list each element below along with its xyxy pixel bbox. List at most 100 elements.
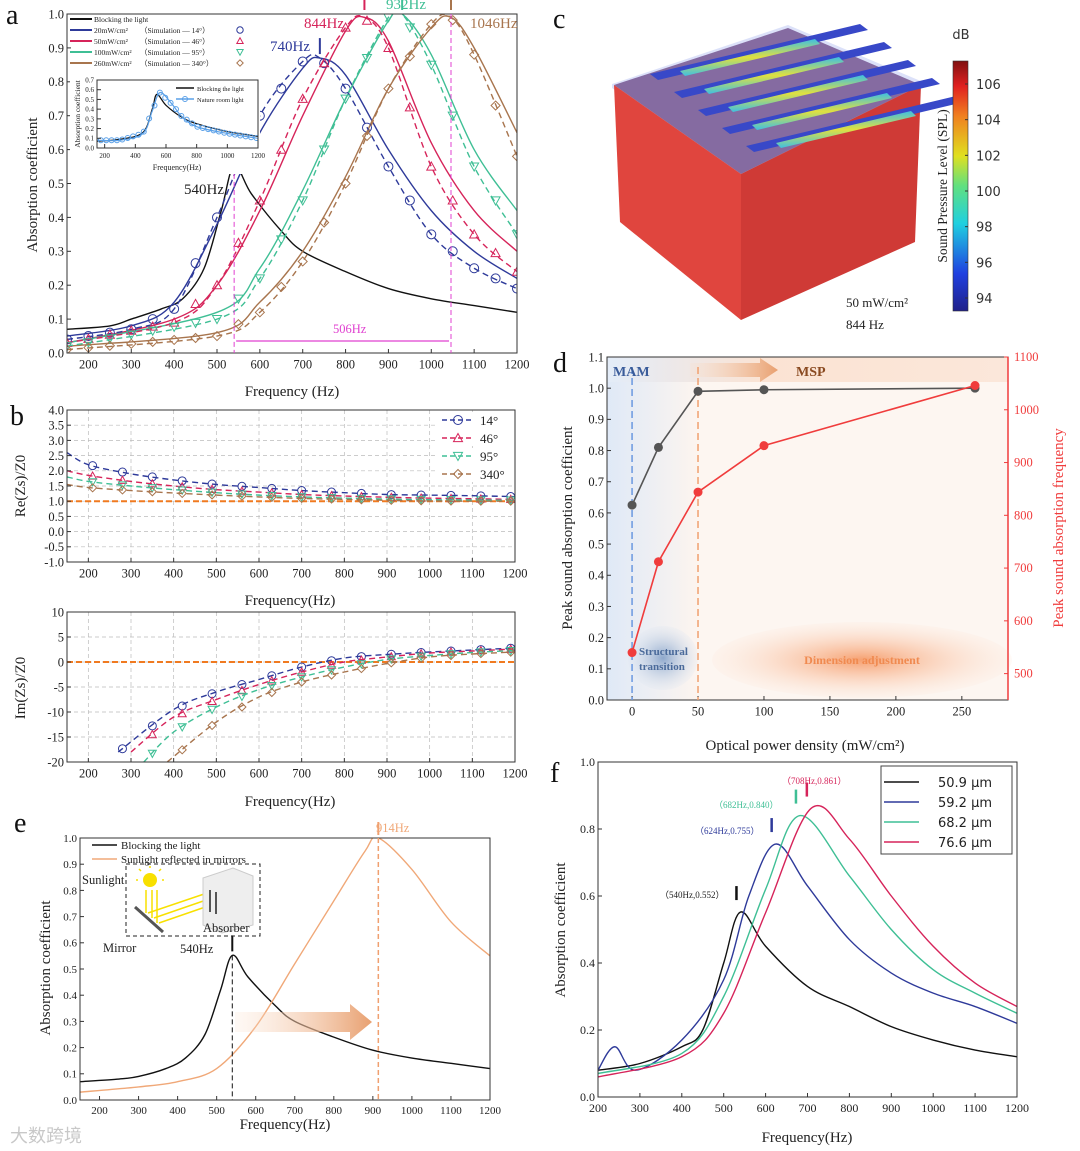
y-tick-label: 0.7 (63, 911, 77, 923)
x-tick-label: 1200 (251, 152, 266, 160)
triangle-marker (275, 144, 287, 154)
data-point (627, 648, 637, 658)
x-tick-label: 200 (91, 1105, 108, 1117)
x-tick-label: 1200 (503, 767, 528, 781)
y-tick-label: 0.1 (48, 312, 64, 326)
d-xlabel: Optical power density (mW/cm²) (705, 738, 904, 754)
y-tick-label: 0.5 (48, 177, 64, 191)
legend-label: Blocking the light (121, 840, 200, 852)
data-point (693, 386, 703, 396)
y-tick-label: 0.8 (580, 822, 595, 836)
panel-d-background (607, 357, 1012, 700)
b-im-ylabel: Im(Zs)/Z0 (13, 657, 29, 719)
series-line (97, 93, 258, 142)
colorbar (952, 60, 969, 312)
circle-marker (119, 136, 126, 143)
x-tick-label: 1000 (401, 1105, 424, 1117)
series-line (143, 649, 515, 762)
down-triangle-marker (318, 145, 330, 156)
series-line (598, 911, 1017, 1071)
down-triangle-marker (207, 705, 217, 715)
axes-frame (96, 79, 259, 149)
y-tick-label: 0.0 (63, 1095, 77, 1107)
diamond-marker (340, 178, 351, 189)
e-mirror-label: Mirror (103, 941, 137, 955)
down-triangle-marker (386, 655, 397, 665)
triangle-marker (296, 666, 307, 676)
a-legend: Blocking the light 20mW/cm² （Simulation — … (70, 15, 244, 172)
y-tick-label: -5 (54, 680, 64, 694)
series-group (598, 805, 1017, 1078)
plot-b-im: 200 300 400 500 600 700 800 900 1000 1100 1200 -20 -… (47, 605, 527, 780)
circle-marker (212, 212, 222, 223)
down-triangle-marker (211, 315, 223, 325)
down-triangle-marker (511, 230, 517, 240)
down-triangle-marker (104, 334, 116, 345)
legend-sim-label: （Simulation — 46°） (140, 37, 210, 46)
legend-label: 76.6 μm (938, 836, 992, 851)
diamond-marker (207, 490, 217, 500)
legend-sim-label: （Simulation — 340°） (140, 59, 213, 68)
series-line (598, 805, 1017, 1078)
circle-marker (236, 26, 244, 34)
legend-label: 260mW/cm² (94, 59, 132, 68)
x-tick-label: 400 (165, 358, 184, 372)
diamond-marker (104, 340, 116, 351)
series-line (130, 648, 515, 753)
series-line (67, 14, 517, 351)
e-legend: Blocking the light Sunlight reflected in … (92, 840, 246, 866)
diamond-marker (416, 496, 426, 506)
x-tick-label: 0 (629, 705, 635, 719)
down-triangle-marker (490, 196, 501, 206)
diamond-marker (177, 745, 187, 755)
b-re-ylabel: Re(Zs)/Z0 (13, 455, 29, 517)
down-triangle-marker (125, 330, 137, 341)
f-xlabel: Frequency(Hz) (762, 1130, 853, 1146)
data-point (759, 441, 769, 451)
x-tick-label: 600 (161, 152, 172, 160)
diamond-marker (356, 663, 367, 674)
y-tick-label: 0.1 (588, 662, 604, 676)
series-line (67, 15, 517, 344)
circle-marker (147, 472, 157, 482)
x-tick-label: 1100 (462, 358, 487, 372)
y-tick-label: -0.5 (44, 540, 64, 554)
f-annotation-708: （708Hz,0.861） (782, 776, 847, 786)
y-tick-label: 0.2 (580, 1023, 595, 1037)
y-tick-label: 0.6 (580, 889, 595, 903)
y-tick-label: 0.9 (48, 41, 64, 55)
down-triangle-marker (168, 322, 180, 333)
panel-label-d: d (553, 348, 567, 379)
y-tick-label: 0.1 (63, 1069, 77, 1081)
e-absorber-label: Absorber (203, 921, 250, 935)
x-tick-label: 800 (191, 152, 202, 160)
legend-label: 14° (480, 413, 498, 428)
series-line (67, 56, 517, 337)
e-sunlight-label: Sunlight (82, 873, 125, 887)
y-tick-label: 0.2 (48, 279, 64, 293)
c-power-label: 50 mW/cm² (846, 295, 908, 310)
x-tick-label: 500 (208, 1105, 225, 1117)
x-tick-label: 200 (79, 767, 98, 781)
circle-marker (447, 246, 458, 257)
legend-label: 100mW/cm² (94, 48, 132, 57)
colorbar-tick-label: 98 (976, 221, 993, 236)
diamond-marker (147, 487, 158, 497)
y-tick-label: 4.0 (48, 403, 64, 417)
down-triangle-marker (235, 48, 245, 57)
x-tick-label: 100 (755, 705, 774, 719)
y-tick-label: 0.0 (588, 693, 604, 707)
x-tick-label: 900 (378, 767, 397, 781)
plot-a-inset: 200 400 600 800 1000 1200 0.00.1 0.2 0.30.4 0.5 0.… (85, 76, 265, 160)
d-transition-label: transition (639, 661, 685, 673)
down-triangle-marker (117, 481, 128, 491)
legend-bg (438, 430, 514, 446)
plot-a: 200 300 400 500 600 700 800 900 1000 1100 12000.00… (48, 0, 530, 372)
panel-label-f: f (550, 758, 560, 789)
x-tick-label: 900 (365, 1105, 382, 1117)
data-point (653, 442, 663, 452)
circle-marker (512, 283, 517, 294)
triangle-marker (476, 493, 486, 503)
triangle-marker (147, 729, 158, 739)
series-line (67, 14, 517, 347)
